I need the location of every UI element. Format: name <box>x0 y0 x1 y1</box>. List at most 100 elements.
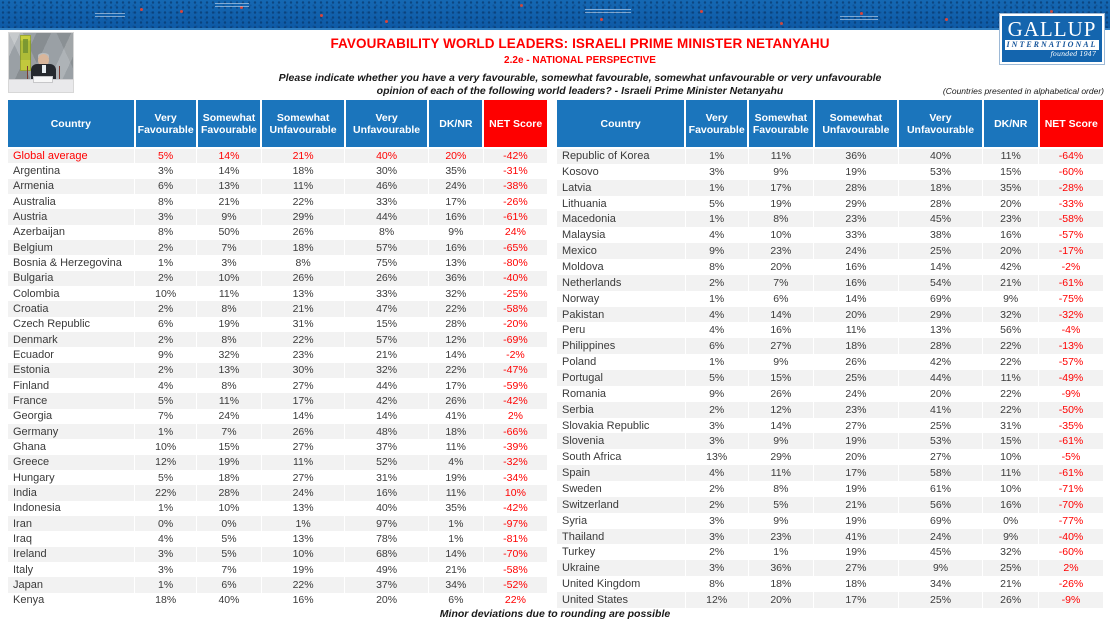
table-row: Lithuania 5% 19% 29% 28% 20% -33% <box>557 195 1103 212</box>
net-score-cell: -71% <box>1038 481 1103 497</box>
table-row: Romania 9% 26% 24% 20% 22% -9% <box>557 385 1103 402</box>
table-row: Iran 0% 0% 1% 97% 1% -97% <box>8 515 547 532</box>
value-cell: 5% <box>134 148 197 164</box>
country-cell: United States <box>562 593 629 606</box>
value-cell: 22% <box>982 401 1039 418</box>
value-cell: 61% <box>897 481 983 497</box>
value-cell: 11% <box>982 370 1039 386</box>
value-cell: 36% <box>427 270 484 286</box>
value-cell: 5% <box>196 531 262 547</box>
value-cell: 57% <box>344 239 429 256</box>
column-header: Very Favourable <box>133 100 197 149</box>
net-score-cell: -33% <box>1038 195 1103 212</box>
value-cell: 22% <box>427 301 484 317</box>
table-row: Finland 4% 8% 27% 44% 17% -59% <box>8 377 547 394</box>
favourability-table-left: Country Very Favourable Somewhat Favourabl… <box>8 100 547 608</box>
value-cell: 15% <box>982 433 1039 450</box>
country-cell: Iraq <box>13 532 32 545</box>
value-cell: 8% <box>260 255 345 271</box>
netanyahu-photo <box>8 32 74 93</box>
table-row: Norway 1% 6% 14% 69% 9% -75% <box>557 290 1103 307</box>
country-cell: South Africa <box>562 451 622 464</box>
value-cell: 1% <box>427 531 484 547</box>
country-cell: Greece <box>13 456 50 469</box>
value-cell: 9% <box>196 209 262 225</box>
value-cell: 5% <box>134 393 197 409</box>
value-cell: 13% <box>427 255 484 271</box>
value-cell: 14% <box>747 417 814 434</box>
value-cell: 24% <box>813 385 899 402</box>
country-cell: Germany <box>13 425 59 438</box>
net-score-cell: -60% <box>1038 544 1103 561</box>
value-cell: 6% <box>134 316 197 332</box>
value-cell: 6% <box>684 338 749 355</box>
value-cell: 15% <box>982 163 1039 180</box>
value-cell: 7% <box>134 408 197 424</box>
logo-subtitle: INTERNATIONAL <box>1005 40 1099 50</box>
value-cell: 44% <box>897 370 983 386</box>
value-cell: 32% <box>344 362 429 378</box>
value-cell: 10% <box>747 227 814 244</box>
value-cell: 6% <box>747 290 814 307</box>
value-cell: 2% <box>684 496 749 513</box>
country-cell: Norway <box>562 292 600 305</box>
table-row: Austria 3% 9% 29% 44% 16% -61% <box>8 209 547 225</box>
country-cell: Netherlands <box>562 276 622 289</box>
value-cell: 26% <box>747 385 814 402</box>
value-cell: 26% <box>260 270 345 286</box>
value-cell: 9% <box>134 347 197 363</box>
table-row: Belgium 2% 7% 18% 57% 16% -65% <box>8 239 547 256</box>
net-score-cell: -40% <box>482 270 547 286</box>
value-cell: 26% <box>260 224 345 240</box>
value-cell: 20% <box>747 592 814 608</box>
net-score-cell: 24% <box>482 224 547 240</box>
value-cell: 23% <box>813 401 899 418</box>
country-cell: Belgium <box>13 241 53 254</box>
value-cell: 26% <box>427 393 484 409</box>
column-header: DK/NR <box>427 100 484 149</box>
value-cell: 22% <box>982 354 1039 371</box>
value-cell: 4% <box>134 377 197 394</box>
net-score-cell: -61% <box>1038 274 1103 291</box>
world-map-banner <box>0 0 1110 30</box>
country-cell: Global average <box>13 150 88 163</box>
value-cell: 9% <box>982 528 1039 545</box>
value-cell: 48% <box>344 423 429 440</box>
value-cell: 21% <box>260 148 345 164</box>
page-title: FAVOURABILITY WORLD LEADERS: ISRAELI PRI… <box>330 36 830 51</box>
value-cell: 19% <box>427 469 484 486</box>
survey-question-line1: Please indicate whether you have a very … <box>278 72 882 84</box>
table-row: Hungary 5% 18% 27% 31% 19% -34% <box>8 469 547 486</box>
table-row: United Kingdom 8% 18% 18% 34% 21% -26% <box>557 576 1103 593</box>
value-cell: 27% <box>813 560 899 577</box>
value-cell: 7% <box>196 561 262 578</box>
country-cell: Spain <box>562 467 591 480</box>
country-cell: Azerbaijan <box>13 226 65 239</box>
country-cell: Austria <box>13 210 48 223</box>
net-score-cell: -40% <box>1038 528 1103 545</box>
country-cell: Ukraine <box>562 562 600 575</box>
table-row: Greece 12% 19% 11% 52% 4% -32% <box>8 454 547 470</box>
value-cell: 18% <box>897 179 983 196</box>
header-row: Country Very Favourable Somewhat Favourabl… <box>557 100 1103 149</box>
country-cell: Malaysia <box>562 229 606 242</box>
net-score-cell: -34% <box>482 469 547 486</box>
net-score-cell: -17% <box>1038 243 1103 260</box>
table-row: Estonia 2% 13% 30% 32% 22% -47% <box>8 362 547 378</box>
value-cell: 13% <box>196 362 262 378</box>
value-cell: 1% <box>684 148 749 164</box>
table-row: Latvia 1% 17% 28% 18% 35% -28% <box>557 179 1103 196</box>
country-cell: Japan <box>13 578 43 591</box>
country-cell: Romania <box>562 387 607 400</box>
value-cell: 78% <box>344 531 429 547</box>
table-row: Japan 1% 6% 22% 37% 34% -52% <box>8 577 547 593</box>
net-score-cell: -42% <box>482 500 547 516</box>
value-cell: 69% <box>897 290 983 307</box>
table-row: Ecuador 9% 32% 23% 21% 14% -2% <box>8 347 547 363</box>
value-cell: 41% <box>813 528 899 545</box>
value-cell: 42% <box>897 354 983 371</box>
value-cell: 19% <box>196 316 262 332</box>
net-score-cell: -2% <box>1038 259 1103 275</box>
net-score-cell: -69% <box>482 331 547 348</box>
column-header-country: Country <box>8 100 135 149</box>
